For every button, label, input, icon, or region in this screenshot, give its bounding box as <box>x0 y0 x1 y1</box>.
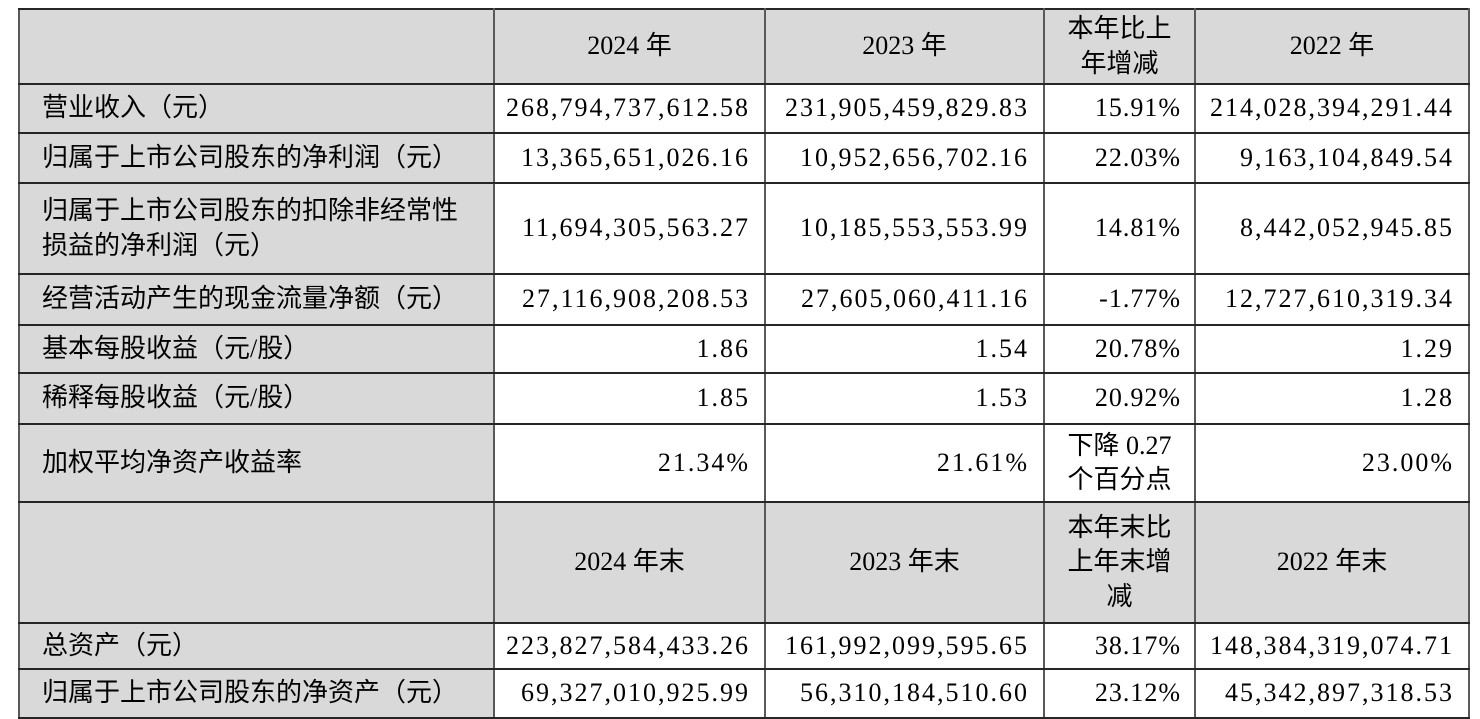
table-row-basic-eps: 基本每股收益（元/股） 1.86 1.54 20.78% 1.29 <box>19 325 1469 374</box>
row-label: 加权平均净资产收益率 <box>19 424 495 503</box>
value-2022: 23.00% <box>1195 424 1469 503</box>
value-2024: 13,365,651,026.16 <box>494 133 766 184</box>
value-2023: 27,605,060,411.16 <box>765 274 1045 326</box>
value-2024: 1.86 <box>494 325 766 374</box>
row-label: 总资产（元） <box>19 623 495 670</box>
value-2022: 1.28 <box>1195 373 1469 425</box>
value-2024: 223,827,584,433.26 <box>494 623 766 670</box>
value-change: 下降 0.27 个百分点 <box>1044 424 1196 503</box>
table-row-net-profit: 归属于上市公司股东的净利润（元） 13,365,651,026.16 10,95… <box>19 133 1469 184</box>
header-2022: 2022 年 <box>1195 9 1469 85</box>
row-label: 基本每股收益（元/股） <box>19 325 495 374</box>
value-2023: 231,905,459,829.83 <box>765 84 1045 134</box>
value-2023: 56,310,184,510.60 <box>765 669 1045 719</box>
value-2022: 8,442,052,945.85 <box>1195 183 1469 275</box>
value-2023: 161,992,099,595.65 <box>765 623 1045 670</box>
value-2024: 21.34% <box>494 424 766 503</box>
value-2024: 11,694,305,563.27 <box>494 183 766 275</box>
value-change: 14.81% <box>1044 183 1196 275</box>
table-row-diluted-eps: 稀释每股收益（元/股） 1.85 1.53 20.92% 1.28 <box>19 373 1469 425</box>
financial-summary-sheet: 2024 年 2023 年 本年比上 年增减 2022 年 营业收入（元） 26… <box>18 8 1470 719</box>
value-2023: 1.53 <box>765 373 1045 425</box>
value-2024: 1.85 <box>494 373 766 425</box>
header-blank <box>19 9 495 85</box>
value-2022: 1.29 <box>1195 325 1469 374</box>
value-change: 22.03% <box>1044 133 1196 184</box>
table-row-revenue: 营业收入（元） 268,794,737,612.58 231,905,459,8… <box>19 84 1469 134</box>
header-blank <box>19 502 495 624</box>
header-2024: 2024 年 <box>494 9 766 85</box>
value-change: 20.78% <box>1044 325 1196 374</box>
row-label: 营业收入（元） <box>19 84 495 134</box>
value-2024: 69,327,010,925.99 <box>494 669 766 719</box>
value-2023: 10,185,553,553.99 <box>765 183 1045 275</box>
header-yearend-change: 本年末比 上年末增 减 <box>1044 502 1196 624</box>
row-label: 归属于上市公司股东的净资产（元） <box>19 669 495 719</box>
value-2022: 45,342,897,318.53 <box>1195 669 1469 719</box>
table-row-net-assets: 归属于上市公司股东的净资产（元） 69,327,010,925.99 56,31… <box>19 669 1469 719</box>
row-label: 经营活动产生的现金流量净额（元） <box>19 274 495 326</box>
value-2022: 214,028,394,291.44 <box>1195 84 1469 134</box>
value-2024: 27,116,908,208.53 <box>494 274 766 326</box>
header-row-yearend: 2024 年末 2023 年末 本年末比 上年末增 减 2022 年末 <box>19 502 1469 624</box>
row-label: 归属于上市公司股东的净利润（元） <box>19 133 495 184</box>
value-change: 15.91% <box>1044 84 1196 134</box>
header-yoy-change: 本年比上 年增减 <box>1044 9 1196 85</box>
value-change: -1.77% <box>1044 274 1196 326</box>
value-2023: 10,952,656,702.16 <box>765 133 1045 184</box>
header-2023-yearend: 2023 年末 <box>765 502 1045 624</box>
header-2024-yearend: 2024 年末 <box>494 502 766 624</box>
value-2022: 12,727,610,319.34 <box>1195 274 1469 326</box>
financial-summary-table: 2024 年 2023 年 本年比上 年增减 2022 年 营业收入（元） 26… <box>18 8 1470 719</box>
header-2023: 2023 年 <box>765 9 1045 85</box>
value-change: 20.92% <box>1044 373 1196 425</box>
header-row-annual: 2024 年 2023 年 本年比上 年增减 2022 年 <box>19 9 1469 85</box>
value-2023: 21.61% <box>765 424 1045 503</box>
header-2022-yearend: 2022 年末 <box>1195 502 1469 624</box>
value-change: 23.12% <box>1044 669 1196 719</box>
row-label: 归属于上市公司股东的扣除非经常性 损益的净利润（元） <box>19 183 495 275</box>
value-2024: 268,794,737,612.58 <box>494 84 766 134</box>
value-change: 38.17% <box>1044 623 1196 670</box>
row-label: 稀释每股收益（元/股） <box>19 373 495 425</box>
table-row-operating-cash-flow: 经营活动产生的现金流量净额（元） 27,116,908,208.53 27,60… <box>19 274 1469 326</box>
table-row-weighted-roe: 加权平均净资产收益率 21.34% 21.61% 下降 0.27 个百分点 23… <box>19 424 1469 503</box>
value-2023: 1.54 <box>765 325 1045 374</box>
table-row-net-profit-deducted: 归属于上市公司股东的扣除非经常性 损益的净利润（元） 11,694,305,56… <box>19 183 1469 275</box>
value-2022: 148,384,319,074.71 <box>1195 623 1469 670</box>
value-2022: 9,163,104,849.54 <box>1195 133 1469 184</box>
table-row-total-assets: 总资产（元） 223,827,584,433.26 161,992,099,59… <box>19 623 1469 670</box>
